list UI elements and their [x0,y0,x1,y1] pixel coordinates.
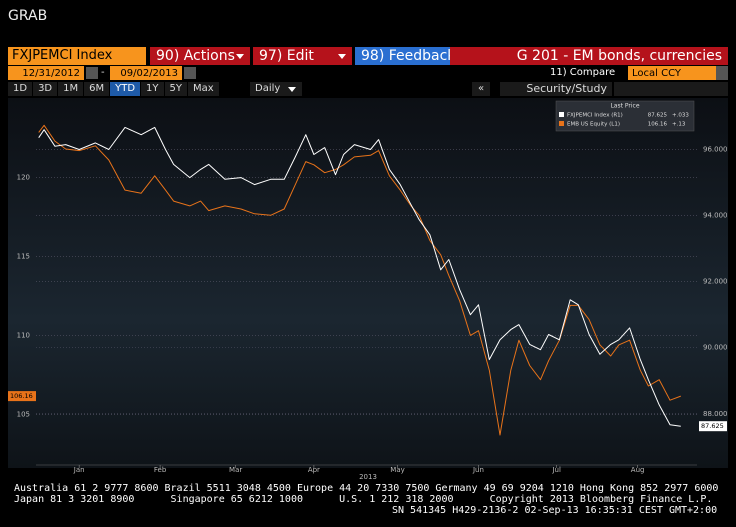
last-value-label: 106.16 [10,392,33,400]
end-date[interactable]: 09/02/2013 [110,66,182,80]
calendar-icon[interactable] [86,67,98,79]
security-field[interactable]: FXJPEMCI Index [8,47,146,65]
window-title: GRAB [8,8,48,24]
legend-value: 87.625 [648,113,668,119]
y-tick-label: 110 [17,331,30,339]
legend-change: +.033 [672,113,689,119]
chart-tools[interactable] [614,82,728,96]
frequency-label: Daily [255,83,281,94]
x-tick-label: May [390,466,404,474]
x-tick-label: Jul [551,466,561,474]
last-value-tag [699,421,727,432]
compare-button[interactable]: 11) Compare [550,67,616,78]
last-value-tag [8,391,36,402]
legend-label: FXJPEMCI Index (R1) [567,113,623,119]
period-tab[interactable]: Max [188,82,219,96]
edit-label: 97) Edit [259,48,314,64]
x-tick-label: Mar [229,466,242,474]
calendar-icon[interactable] [184,67,196,79]
y2-tick-label: 94.000 [703,212,728,220]
actions-button[interactable]: 90) Actions [150,47,250,65]
last-value-label: 87.625 [701,422,724,430]
dropdown-button[interactable] [716,66,728,80]
period-tab[interactable]: YTD [110,82,141,96]
footer-line: Japan 81 3 3201 8900 Singapore 65 6212 1… [14,494,713,505]
legend-box [555,100,695,132]
y-tick-label: 115 [17,252,30,260]
x-tick-label: Aug [631,466,645,474]
period-tab[interactable]: 1D [8,82,33,96]
period-tab[interactable]: 1Y [141,82,164,96]
legend-swatch [559,121,564,126]
x-tick-label: Jan [73,466,85,474]
collapse-button[interactable]: « [472,82,490,96]
footer-line: SN 541345 H429-2136-2 02-Sep-13 16:35:31… [392,505,718,516]
y2-tick-label: 90.000 [703,344,728,352]
period-tab[interactable]: 6M [84,82,110,96]
legend-change: +.13 [672,122,686,128]
feedback-button[interactable]: 98) Feedback [355,47,455,65]
x-tick-label: Feb [154,466,167,474]
y2-tick-label: 96.000 [703,146,728,154]
security-study-button[interactable]: Security/Study [500,82,612,96]
series-line [38,126,681,427]
legend-title: Last Price [610,103,639,110]
y-tick-label: 120 [17,173,30,181]
period-tab[interactable]: 3D [33,82,58,96]
period-tab[interactable]: 5Y [164,82,188,96]
chart: 105 110 115 120 88.000 90.000 92.000 94.000 96.0… [8,98,728,481]
actions-label: 90) Actions [156,48,235,64]
period-tab[interactable]: 1M [58,82,84,96]
currency-field[interactable]: Local CCY [628,66,716,80]
footer-line: Australia 61 2 9777 8600 Brazil 5511 304… [14,483,719,494]
edit-button[interactable]: 97) Edit [253,47,352,65]
dropdown-arrow [236,54,244,59]
period-tabs: 1D 3D 1M 6M YTD 1Y 5Y Max [8,82,220,96]
x-tick-label: Apr [308,466,320,474]
range-separator: - [101,67,105,78]
dropdown-arrow [288,87,296,92]
chart-background [8,98,728,468]
series-line [38,124,681,436]
legend-value: 106.16 [648,122,668,128]
frequency-dropdown[interactable]: Daily [250,82,302,96]
dropdown-arrow [338,54,346,59]
year-label: 2013 [359,473,377,481]
start-date[interactable]: 12/31/2012 [8,66,84,80]
x-tick-label: Jun [472,466,484,474]
y-tick-label: 105 [17,410,30,418]
function-title: G 201 - EM bonds, currencies [450,47,728,65]
y2-tick-label: 92.000 [703,278,728,286]
y2-tick-label: 88.000 [703,410,728,418]
legend-swatch [559,112,564,117]
legend-label: EMB US Equity (L1) [567,122,620,128]
